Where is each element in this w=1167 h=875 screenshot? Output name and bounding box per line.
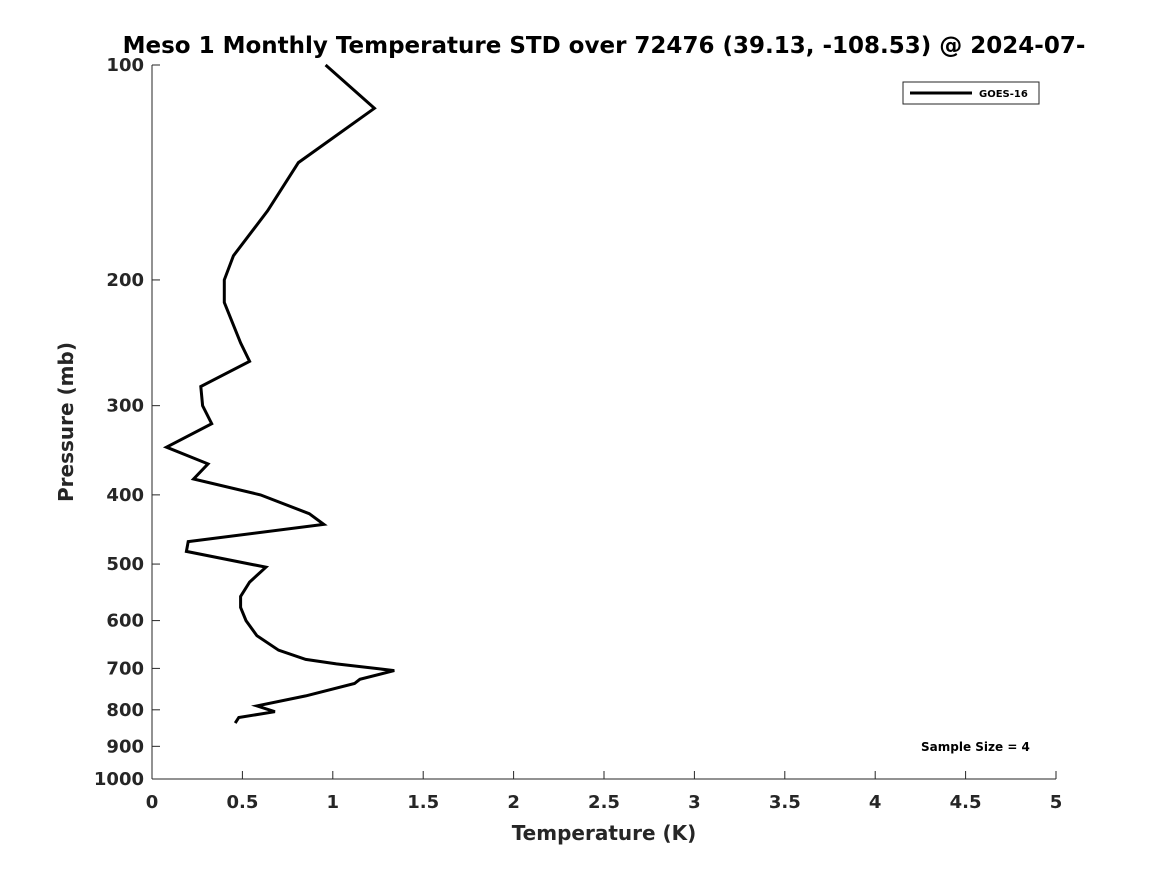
- y-tick-label: 400: [106, 485, 144, 506]
- y-tick-label: 1000: [94, 769, 144, 790]
- series-group: [162, 63, 395, 724]
- x-tick-label: 2.5: [588, 792, 620, 813]
- y-tick-label: 200: [106, 270, 144, 291]
- legend: GOES-16: [902, 81, 1040, 105]
- y-tick-label: 600: [106, 611, 144, 632]
- sample-size-annotation: Sample Size = 4: [921, 740, 1030, 754]
- y-tick-label: 500: [106, 554, 144, 575]
- x-tick-label: 5: [1050, 792, 1063, 813]
- x-tick-label: 4: [869, 792, 882, 813]
- x-tick-label: 4.5: [950, 792, 982, 813]
- legend-label: GOES-16: [979, 89, 1028, 100]
- y-tick-label: 900: [106, 736, 144, 757]
- y-tick-label: 800: [106, 700, 144, 721]
- y-axis-label: Pressure (mb): [54, 342, 78, 502]
- x-axis-label: Temperature (K): [512, 821, 697, 845]
- y-tick-label: 100: [106, 55, 144, 76]
- x-tick-label: 2: [507, 792, 520, 813]
- x-tick-label: 1.5: [407, 792, 439, 813]
- x-tick-label: 1: [327, 792, 340, 813]
- x-tick-label: 3.5: [769, 792, 801, 813]
- chart-title: Meso 1 Monthly Temperature STD over 7247…: [123, 33, 1086, 59]
- series-line-0: [162, 63, 395, 724]
- y-tick-label: 300: [106, 396, 144, 417]
- x-tick-label: 0.5: [226, 792, 258, 813]
- x-tick-label: 3: [688, 792, 701, 813]
- y-axis-ticks: 100 200 300 400 500 600 700 800 900 1000: [94, 55, 160, 790]
- x-axis-ticks: 0 0.5 1 1.5 2 2.5 3 3.5 4 4.5 5: [146, 771, 1063, 813]
- y-tick-label: 700: [106, 658, 144, 679]
- x-tick-label: 0: [146, 792, 159, 813]
